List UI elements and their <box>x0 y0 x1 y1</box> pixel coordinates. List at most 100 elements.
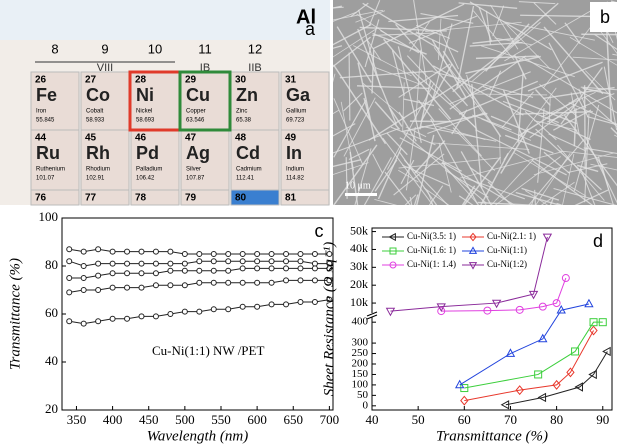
marker <box>528 290 539 300</box>
panel-label: d <box>593 231 603 251</box>
nanowire <box>374 101 401 130</box>
marker <box>297 277 304 284</box>
marker <box>210 267 217 274</box>
marker <box>239 251 246 257</box>
nanowire <box>333 100 367 158</box>
nanowire <box>471 93 548 96</box>
nanowire <box>501 91 534 128</box>
nanowire <box>499 135 501 164</box>
nanowire <box>548 133 586 151</box>
nanowire <box>573 104 600 192</box>
nanowire <box>452 127 496 171</box>
marker <box>283 265 290 272</box>
marker <box>297 265 304 272</box>
marker <box>326 265 333 272</box>
nanowire <box>584 113 590 203</box>
nanowire <box>404 194 417 205</box>
nanowire <box>432 65 524 116</box>
nanowire <box>553 187 617 205</box>
marker <box>571 347 580 356</box>
nanowire <box>610 127 617 135</box>
nanowire <box>494 37 533 46</box>
nanowire <box>449 71 531 105</box>
nanowire <box>543 151 571 174</box>
scale-bar <box>345 193 377 196</box>
element-symbol: Ru <box>36 143 60 163</box>
nanowire <box>403 159 449 205</box>
nanowire <box>333 159 362 168</box>
nanowire <box>520 14 593 18</box>
y-axis-label: Sheet Resistance (Ω sq⁻¹) <box>321 242 337 396</box>
marker <box>268 301 275 308</box>
nanowire <box>466 74 476 106</box>
element-symbol: Cu <box>186 85 210 105</box>
nanowire <box>423 187 450 205</box>
nanowire <box>438 108 482 157</box>
group-number: 9 <box>101 41 108 56</box>
marker <box>138 270 145 277</box>
nanowire <box>452 39 520 93</box>
element-name: Silver <box>186 167 201 173</box>
marker <box>66 318 73 325</box>
element-mass: 65.38 <box>236 118 252 124</box>
x-axis-label: Transmittance (%) <box>436 428 548 444</box>
x-tick-label: 600 <box>247 412 267 427</box>
marker <box>167 311 174 317</box>
nanowire <box>357 62 376 142</box>
panel-label: c <box>315 221 324 241</box>
legend-label: Cu-Ni(1:1) <box>487 245 527 255</box>
nanowire <box>432 71 534 98</box>
marker <box>552 379 561 390</box>
series-line <box>459 303 590 386</box>
marker <box>225 267 232 274</box>
marker <box>515 385 524 396</box>
nanowire <box>374 67 422 86</box>
y-tick-label: 0 <box>363 399 369 411</box>
atomic-number: 80 <box>235 193 247 204</box>
nanowire <box>382 137 434 205</box>
element-cell <box>130 129 180 191</box>
nanowire <box>514 2 559 42</box>
nanowire <box>480 45 575 78</box>
marker <box>95 272 102 279</box>
marker <box>124 315 131 322</box>
element-cell <box>180 129 230 191</box>
legend-label: Cu-Ni(1:2) <box>487 259 527 269</box>
element-symbol: Al <box>296 6 316 28</box>
nanowire <box>372 3 465 50</box>
marker <box>491 299 502 309</box>
x-tick-label: 550 <box>211 412 231 427</box>
marker <box>239 265 246 272</box>
y-tick-label: 150 <box>352 368 369 380</box>
nanowire <box>398 63 451 98</box>
marker <box>588 369 597 380</box>
marker <box>109 315 116 322</box>
nanowire <box>398 157 499 169</box>
nanowire <box>583 147 617 155</box>
nanowire <box>472 10 515 61</box>
nanowire <box>578 88 587 109</box>
y-tick-label: 250 <box>352 347 369 359</box>
nanowire <box>417 99 435 122</box>
nanowire <box>336 26 372 83</box>
nanowire <box>568 102 617 125</box>
element-symbol: Pd <box>136 143 159 163</box>
nanowire <box>333 27 379 58</box>
legend-marker <box>468 262 478 270</box>
x-axis-label: Wavelength (nm) <box>147 428 249 444</box>
marker <box>254 303 261 310</box>
annotation: Cu-Ni(1:1) NW /PET <box>152 343 264 358</box>
nanowire <box>548 42 589 117</box>
element-symbol: Fe <box>36 85 57 105</box>
nanowire <box>553 109 592 131</box>
legend-label: Cu-Ni(2.1: 1) <box>487 231 536 241</box>
legend-label: Cu-Ni(1: 1.4) <box>407 259 456 269</box>
element-cell <box>280 129 330 191</box>
nanowire <box>395 23 468 107</box>
marker <box>66 258 73 265</box>
element-symbol: Zn <box>236 85 258 105</box>
nanowire <box>580 168 596 205</box>
nanowire <box>419 80 432 130</box>
nanowire <box>558 150 617 158</box>
nanowire <box>340 101 354 171</box>
